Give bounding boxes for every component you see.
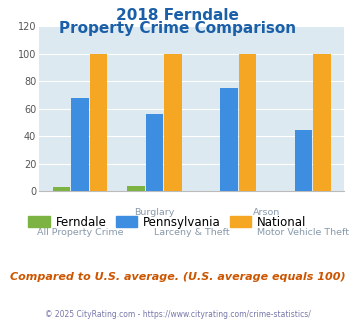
- Bar: [90, 54, 108, 191]
- Bar: [220, 88, 238, 191]
- Text: 2018 Ferndale: 2018 Ferndale: [116, 8, 239, 23]
- Bar: [146, 115, 163, 191]
- Bar: [53, 187, 70, 191]
- Text: © 2025 CityRating.com - https://www.cityrating.com/crime-statistics/: © 2025 CityRating.com - https://www.city…: [45, 310, 310, 319]
- Text: Larceny & Theft: Larceny & Theft: [154, 228, 230, 237]
- Bar: [313, 54, 331, 191]
- Text: Motor Vehicle Theft: Motor Vehicle Theft: [257, 228, 349, 237]
- Text: Property Crime Comparison: Property Crime Comparison: [59, 21, 296, 36]
- Bar: [164, 54, 182, 191]
- Text: Arson: Arson: [252, 208, 280, 217]
- Text: All Property Crime: All Property Crime: [37, 228, 123, 237]
- Text: Compared to U.S. average. (U.S. average equals 100): Compared to U.S. average. (U.S. average …: [10, 272, 345, 282]
- Bar: [127, 186, 145, 191]
- Bar: [295, 130, 312, 191]
- Legend: Ferndale, Pennsylvania, National: Ferndale, Pennsylvania, National: [24, 211, 311, 233]
- Bar: [239, 54, 256, 191]
- Bar: [71, 98, 89, 191]
- Text: Burglary: Burglary: [134, 208, 175, 217]
